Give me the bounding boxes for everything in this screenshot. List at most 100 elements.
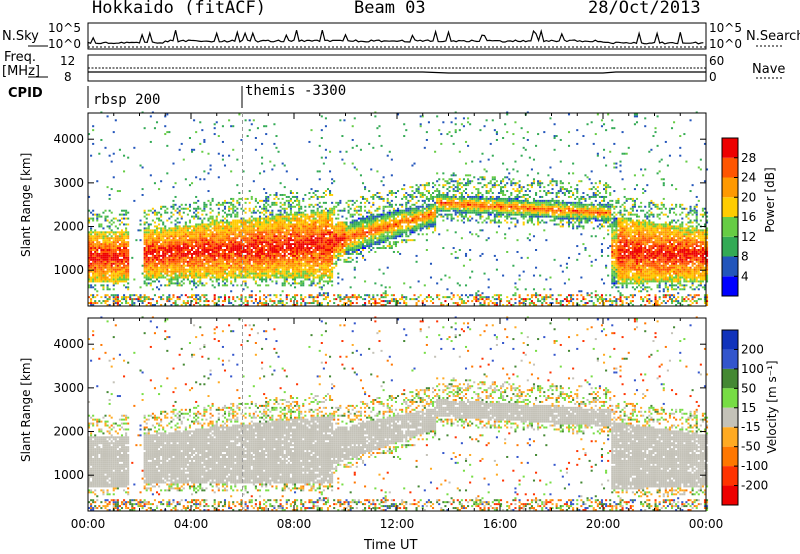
power-cell (308, 271, 310, 273)
power-cell (327, 255, 329, 257)
power-cell (302, 253, 304, 255)
power-cell (387, 194, 389, 196)
power-cell (156, 286, 158, 288)
power-cell (346, 237, 348, 239)
power-cell (298, 204, 300, 206)
power-cell (265, 222, 267, 224)
power-cell (337, 259, 339, 261)
power-cell (331, 263, 333, 265)
power-cell (222, 241, 224, 243)
power-cell (125, 255, 127, 257)
power-cell (323, 255, 325, 257)
power-cell (364, 237, 366, 239)
power-cell (150, 141, 152, 143)
power-cell (389, 204, 391, 206)
power-cell (257, 255, 259, 257)
power-cell (154, 265, 156, 267)
power-cell (238, 265, 240, 267)
power-cell (284, 284, 286, 286)
power-cell (90, 239, 92, 241)
power-cell (288, 231, 290, 233)
power-cell (315, 263, 317, 265)
power-cell (310, 255, 312, 257)
power-cell (298, 231, 300, 233)
power-cell (195, 202, 197, 204)
power-cell (393, 225, 395, 227)
power-cell (251, 227, 253, 229)
power-cell (144, 233, 146, 235)
power-cell (304, 233, 306, 235)
power-cell (104, 253, 106, 255)
power-cell (115, 259, 117, 261)
power-cell (278, 225, 280, 227)
power-cell (218, 225, 220, 227)
power-cell (249, 210, 251, 212)
power-cell (197, 245, 199, 247)
power-cell (234, 269, 236, 271)
power-cell (189, 257, 191, 259)
power-cell (376, 220, 378, 222)
power-cell (183, 261, 185, 263)
power-cell (368, 237, 370, 239)
power-cell (288, 237, 290, 239)
power-cell (154, 214, 156, 216)
power-cell (376, 214, 378, 216)
power-cell (201, 263, 203, 265)
power-cell (191, 265, 193, 267)
power-cell (323, 223, 325, 225)
power-cell (331, 231, 333, 233)
power-cell (230, 231, 232, 233)
power-cell (135, 298, 137, 300)
power-cell (150, 249, 152, 251)
power-cell (113, 243, 115, 245)
power-cell (360, 222, 362, 224)
power-cell (267, 218, 269, 220)
power-cell (300, 273, 302, 275)
power-cell (179, 214, 181, 216)
power-cell (220, 255, 222, 257)
power-cell (214, 277, 216, 279)
power-cell (164, 271, 166, 273)
power-cell (391, 235, 393, 237)
power-cell (374, 222, 376, 224)
power-cell (319, 277, 321, 279)
power-cell (282, 229, 284, 231)
power-cell (259, 277, 261, 279)
power-cell (383, 222, 385, 224)
power-cell (286, 233, 288, 235)
power-cell (263, 269, 265, 271)
power-cell (292, 257, 294, 259)
power-cell (203, 141, 205, 143)
power-cell (249, 251, 251, 253)
power-cell (185, 302, 187, 304)
power-cell (102, 275, 104, 277)
power-cell (115, 247, 117, 249)
power-cell (343, 208, 345, 210)
power-cell (269, 261, 271, 263)
power-cell (288, 223, 290, 225)
power-cell (288, 271, 290, 273)
power-cell (214, 133, 216, 135)
power-cell (323, 263, 325, 265)
power-cell (185, 241, 187, 243)
power-cell (203, 218, 205, 220)
power-cell (160, 247, 162, 249)
power-cell (352, 223, 354, 225)
power-cell (273, 218, 275, 220)
power-cell (271, 251, 273, 253)
power-cell (230, 255, 232, 257)
power-cell (261, 212, 263, 214)
power-cell (298, 235, 300, 237)
power-cell (259, 273, 261, 275)
power-cell (121, 239, 123, 241)
power-cell (170, 271, 172, 273)
power-cell (341, 251, 343, 253)
power-cell (195, 269, 197, 271)
power-cell (230, 241, 232, 243)
power-cell (98, 257, 100, 259)
power-cell (356, 231, 358, 233)
power-cell (387, 206, 389, 208)
power-cell (319, 292, 321, 294)
power-cell (98, 237, 100, 239)
power-cell (115, 218, 117, 220)
